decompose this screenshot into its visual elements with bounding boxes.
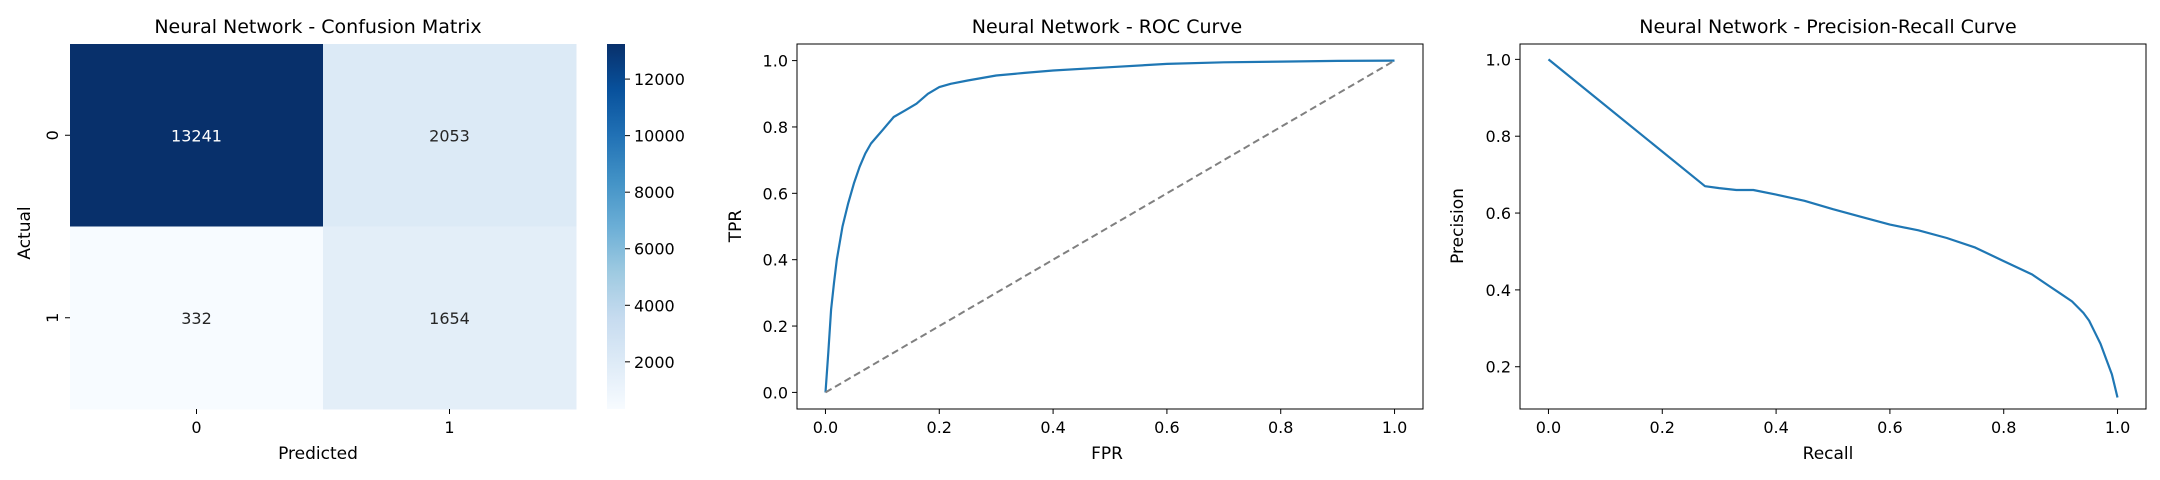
confusion-matrix-panel: Neural Network - Confusion Matrix 13241 2… [15,16,685,464]
roc-x-tick-label: 0.0 [813,418,838,437]
roc-y-tick-label: 0.6 [763,184,788,203]
roc-x-tick-label: 0.8 [1268,418,1293,437]
colorbar-tick-label: 4000 [634,296,675,315]
confusion-matrix-x-axis-label: Predicted [278,444,358,464]
roc-plot-area: 0.0 0.2 0.4 0.6 0.8 1.0 0.0 0.2 0.4 0.6 0.8 1.0 [763,52,1408,437]
roc-y-tick-label: 0.2 [763,317,788,336]
colorbar-tick-label: 10000 [634,127,685,146]
pr-axes-frame [1519,43,2147,410]
colorbar-tick-label: 6000 [634,240,675,259]
pr-y-tick-label: 0.8 [1486,127,1511,146]
heatmap-cell-0-0 [70,44,324,227]
heatmap-cell-label-0-0: 13241 [171,126,222,145]
pr-y-tick-label: 0.4 [1486,281,1511,300]
heatmap-y-ticks: 01 [43,130,70,323]
pr-series-line-0 [1547,58,2119,398]
roc-series-line-1 [824,59,1396,394]
roc-x-tick-label: 0.2 [927,418,952,437]
roc-curve-panel: Neural Network - ROC Curve 0.0 0.2 0.4 0.6 0… [726,16,1424,464]
pr-x-tick-label: 0.2 [1650,418,1675,437]
pr-x-tick-label: 1.0 [2105,418,2130,437]
roc-y-tick-label: 0.4 [763,251,788,270]
confusion-matrix-y-axis-label: Actual [15,206,35,259]
precision-recall-panel: Neural Network - Precision-Recall Curve … [1448,16,2147,464]
pr-x-axis-label: Recall [1803,444,1854,464]
pr-y-axis-label: Precision [1448,188,1468,264]
colorbar-gradient [607,44,625,409]
roc-x-axis-label: FPR [1091,444,1123,464]
heatmap-cell-1-1 [323,226,577,410]
roc-y-tick-label: 1.0 [763,52,788,71]
roc-x-tick-label: 0.6 [1154,418,1179,437]
pr-x-tick-label: 0.6 [1877,418,1902,437]
heatmap-cell-0-1 [323,44,577,227]
pr-plot-area: 0.0 0.2 0.4 0.6 0.8 1.0 0.2 0.4 0.6 0.8 1.0 [1486,50,2131,437]
pr-x-tick-label: 0.8 [1991,418,2016,437]
roc-axes-frame [796,43,1424,410]
pr-y-tick-label: 1.0 [1486,50,1511,69]
heatmap-y-tick-label: 0 [43,130,62,140]
roc-x-tick-label: 1.0 [1382,418,1407,437]
precision-recall-title: Neural Network - Precision-Recall Curve [1639,16,2016,38]
roc-y-tick-label: 0.8 [763,118,788,137]
roc-curve-title: Neural Network - ROC Curve [972,16,1243,38]
heatmap-x-tick-label: 1 [444,418,454,437]
heatmap-x-tick-label: 0 [191,418,201,437]
colorbar-tick-label: 2000 [634,353,675,372]
roc-y-axis-label: TPR [726,210,746,244]
pr-x-tick-label: 0.4 [1763,418,1788,437]
heatmap-cell-1-0 [70,226,324,410]
heatmap-cells: 13241 2053 332 1654 [70,44,577,410]
heatmap-cell-label-1-0: 332 [181,309,212,328]
roc-x-tick-label: 0.4 [1040,418,1065,437]
roc-series-line-0 [824,59,1395,393]
colorbar-ticks: 2000 4000 6000 8000 10000 12000 [625,70,685,372]
colorbar-tick-label: 12000 [634,70,685,89]
pr-y-tick-label: 0.2 [1486,358,1511,377]
heatmap-cell-label-0-1: 2053 [429,126,470,145]
heatmap-colorbar: 2000 4000 6000 8000 10000 12000 [607,44,685,409]
confusion-matrix-title: Neural Network - Confusion Matrix [154,16,481,38]
pr-x-tick-label: 0.0 [1536,418,1561,437]
colorbar-tick-label: 8000 [634,183,675,202]
pr-y-tick-label: 0.6 [1486,204,1511,223]
heatmap-cell-label-1-1: 1654 [429,309,470,328]
heatmap-y-tick-label: 1 [43,313,62,323]
roc-y-tick-label: 0.0 [763,383,788,402]
